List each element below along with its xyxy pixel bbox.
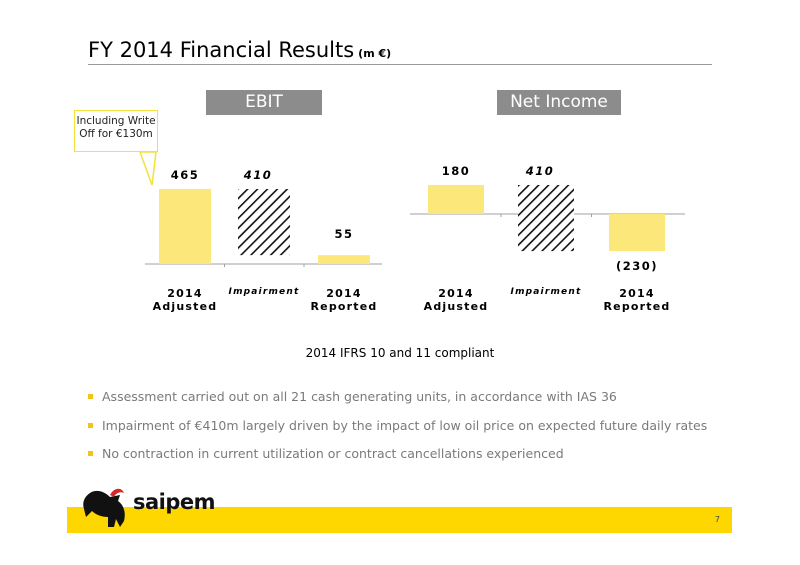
category-label: Impairment — [511, 287, 582, 297]
category-label: 2014 Adjusted — [153, 287, 218, 313]
callout-tail — [138, 151, 157, 186]
write-off-callout: Including Write Off for €130m — [74, 110, 158, 152]
category-label: 2014 Adjusted — [424, 287, 489, 313]
bullet-icon — [88, 394, 93, 399]
page-title: FY 2014 Financial Results (m €) — [88, 38, 392, 62]
value-bar — [428, 184, 484, 214]
impairment-bar — [238, 189, 290, 256]
impairment-bar — [518, 184, 574, 252]
bullet-icon — [88, 422, 93, 428]
net-income-chart-title: Net Income — [497, 90, 621, 115]
title-unit: (m €) — [358, 47, 392, 60]
bullet-list: Assessment carried out on all 21 cash ge… — [88, 389, 707, 475]
category-label: 2014 Reported — [604, 287, 671, 313]
value-label: 180 — [442, 164, 471, 178]
category-label: 2014 Reported — [311, 287, 378, 313]
value-label: 55 — [334, 227, 353, 241]
value-label: 410 — [243, 168, 273, 182]
value-label: 410 — [525, 164, 555, 178]
bullet-item: Impairment of €410m largely driven by th… — [88, 418, 707, 447]
category-label: Impairment — [229, 287, 300, 297]
title-divider — [88, 64, 712, 65]
value-bar — [318, 255, 370, 264]
value-bar — [159, 189, 211, 264]
ebit-chart-title: EBIT — [206, 90, 322, 115]
value-bar — [609, 214, 665, 252]
value-label: (230) — [616, 259, 658, 273]
saipem-dog-logo-icon — [83, 488, 125, 527]
bullet-item: Assessment carried out on all 21 cash ge… — [88, 389, 707, 418]
value-label: 465 — [171, 168, 200, 182]
bullet-item: No contraction in current utilization or… — [88, 446, 707, 475]
ebit-chart: 465 2014 Adjusted 410 Impairment 55 2014 Report… — [145, 168, 382, 313]
bullet-icon — [88, 451, 93, 456]
charts-canvas: 465 2014 Adjusted 410 Impairment 55 2014 Report… — [138, 151, 685, 313]
page-number: 7 — [714, 515, 720, 524]
brand-name: saipem — [133, 490, 216, 514]
footer-band: 7 — [67, 507, 732, 533]
compliance-note: 2014 IFRS 10 and 11 compliant — [305, 346, 495, 360]
net-income-chart: 180 2014 Adjusted 410 Impairment (230) 2014 Rep… — [410, 164, 685, 313]
